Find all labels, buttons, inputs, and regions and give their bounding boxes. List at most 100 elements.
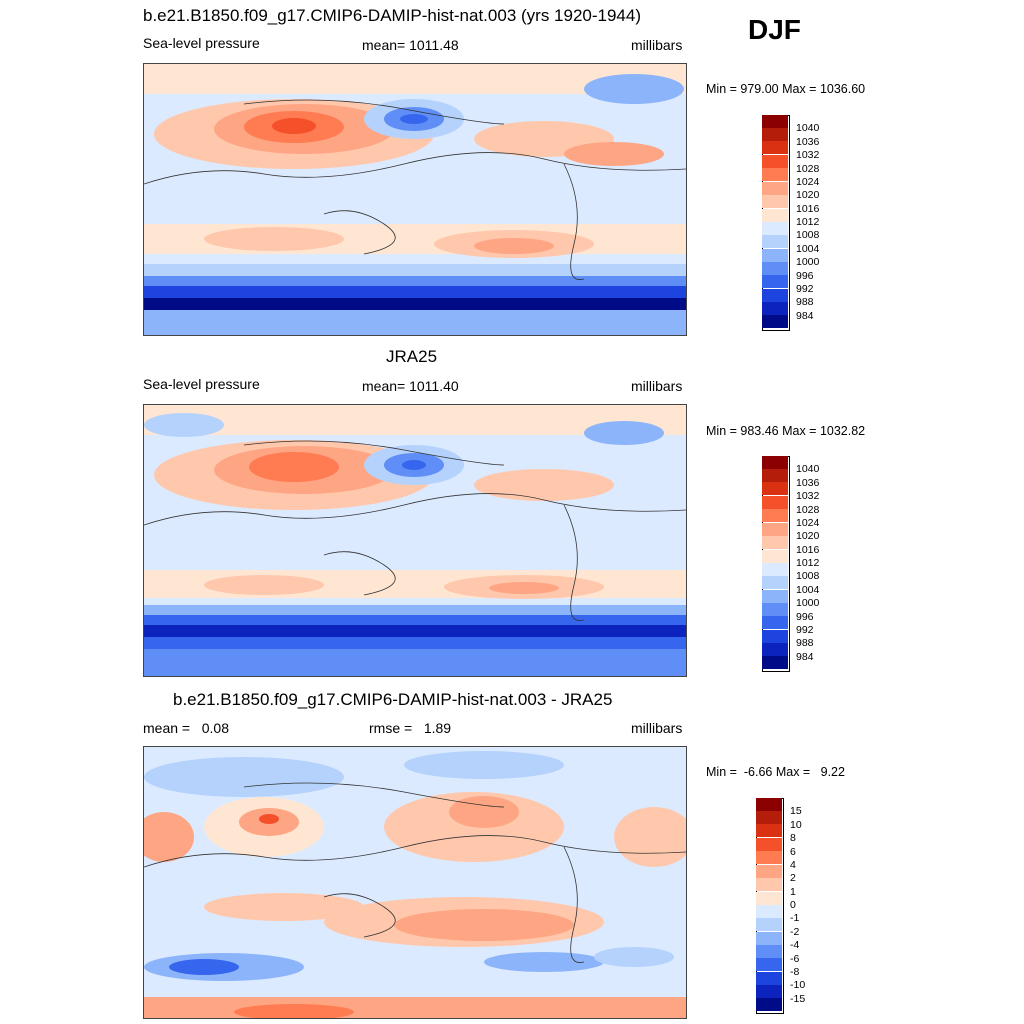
legend-label: -1 <box>790 912 800 924</box>
legend-swatch <box>762 275 788 288</box>
legend-swatch <box>762 209 788 222</box>
season-label: DJF <box>748 14 801 45</box>
legend-swatch <box>756 945 782 958</box>
legend-swatch <box>762 550 788 563</box>
legend-label: 1004 <box>796 584 820 596</box>
legend-label: 8 <box>790 832 796 844</box>
legend-swatch <box>762 482 788 495</box>
legend-label: 996 <box>796 611 814 623</box>
legend-swatch <box>762 630 788 643</box>
legend-label: 1036 <box>796 136 820 148</box>
legend-label: 1036 <box>796 477 820 489</box>
legend-label: 1000 <box>796 597 820 609</box>
panel-3-minmax: Min = -6.66 Max = 9.22 <box>706 765 845 779</box>
panel-3-units-label: millibars <box>631 720 683 736</box>
legend-label: 1012 <box>796 216 820 228</box>
panel-1-map <box>143 63 687 336</box>
legend-label: 992 <box>796 283 814 295</box>
legend-swatch <box>762 616 788 629</box>
legend-label: 988 <box>796 637 814 649</box>
legend-label: 984 <box>796 651 814 663</box>
legend-label: 984 <box>796 310 814 322</box>
legend-swatch <box>756 851 782 864</box>
panel-3-map <box>143 746 687 1019</box>
legend-label: 1040 <box>796 463 820 475</box>
panel-1-title: b.e21.B1850.f09_g17.CMIP6-DAMIP-hist-nat… <box>143 6 641 25</box>
legend-label: 1000 <box>796 256 820 268</box>
legend-swatch <box>756 878 782 891</box>
legend-label: 1 <box>790 886 796 898</box>
legend-swatch <box>762 523 788 536</box>
panel-2-minmax: Min = 983.46 Max = 1032.82 <box>706 424 866 438</box>
legend-swatch <box>762 656 788 669</box>
panel-3-rmse-label: rmse = 1.89 <box>369 720 452 736</box>
legend-swatch <box>756 998 782 1011</box>
legend-swatch <box>762 469 788 482</box>
legend-swatch <box>756 972 782 985</box>
legend-swatch <box>762 262 788 275</box>
panel-3-mean-label: mean = 0.08 <box>143 720 230 736</box>
legend-swatch <box>762 456 788 469</box>
panel-1-mean-label: mean= 1011.48 <box>362 37 459 53</box>
legend-label: 1028 <box>796 163 820 175</box>
legend-label: 992 <box>796 624 814 636</box>
legend-label: 1032 <box>796 490 820 502</box>
legend-swatch <box>762 195 788 208</box>
legend-swatch <box>756 932 782 945</box>
legend-label: -10 <box>790 979 806 991</box>
legend-swatch <box>762 249 788 262</box>
legend-swatch <box>762 590 788 603</box>
panel-1-units-label: millibars <box>631 37 683 53</box>
legend-swatch <box>762 302 788 315</box>
legend-label: 988 <box>796 296 814 308</box>
legend-swatch <box>756 824 782 837</box>
legend-swatch <box>756 985 782 998</box>
legend-label: 1008 <box>796 229 820 241</box>
legend-swatch <box>762 315 788 328</box>
legend-label: 1040 <box>796 122 820 134</box>
legend-swatch <box>756 918 782 931</box>
legend-swatch <box>756 892 782 905</box>
legend-label: 996 <box>796 270 814 282</box>
legend-swatch <box>762 603 788 616</box>
legend-swatch <box>762 643 788 656</box>
legend-swatch <box>762 128 788 141</box>
legend-swatch <box>762 576 788 589</box>
legend-label: -6 <box>790 953 800 965</box>
legend-label: 1004 <box>796 243 820 255</box>
legend-label: 10 <box>790 819 802 831</box>
legend-label: 0 <box>790 899 796 911</box>
legend-swatch <box>762 155 788 168</box>
panel-2-mean-label: mean= 1011.40 <box>362 378 459 394</box>
legend-swatch <box>762 563 788 576</box>
legend-label: 1028 <box>796 504 820 516</box>
panel-2-title: JRA25 <box>386 347 438 366</box>
legend-swatch <box>762 536 788 549</box>
panel-2-units-label: millibars <box>631 378 683 394</box>
legend-label: 1016 <box>796 544 820 556</box>
legend-label: 4 <box>790 859 796 871</box>
legend-swatch <box>756 958 782 971</box>
legend-swatch <box>756 811 782 824</box>
legend-label: 1024 <box>796 176 820 188</box>
legend-swatch <box>756 905 782 918</box>
legend-label: -8 <box>790 966 800 978</box>
legend-swatch <box>762 141 788 154</box>
legend-swatch <box>762 182 788 195</box>
legend-label: 1020 <box>796 189 820 201</box>
legend-swatch <box>756 798 782 811</box>
legend-swatch <box>762 509 788 522</box>
legend-label: 1012 <box>796 557 820 569</box>
panel-2-variable-label: Sea-level pressure <box>143 376 260 392</box>
panel-3-title: b.e21.B1850.f09_g17.CMIP6-DAMIP-hist-nat… <box>173 690 613 709</box>
legend-swatch <box>762 496 788 509</box>
legend-label: 1020 <box>796 530 820 542</box>
panel-1-minmax: Min = 979.00 Max = 1036.60 <box>706 82 866 96</box>
legend-label: 15 <box>790 805 802 817</box>
panel-2-map <box>143 404 687 677</box>
panel-1-variable-label: Sea-level pressure <box>143 35 260 51</box>
legend-label: 6 <box>790 846 796 858</box>
legend-swatch <box>762 289 788 302</box>
legend-label: 1008 <box>796 570 820 582</box>
legend-label: -15 <box>790 993 806 1005</box>
